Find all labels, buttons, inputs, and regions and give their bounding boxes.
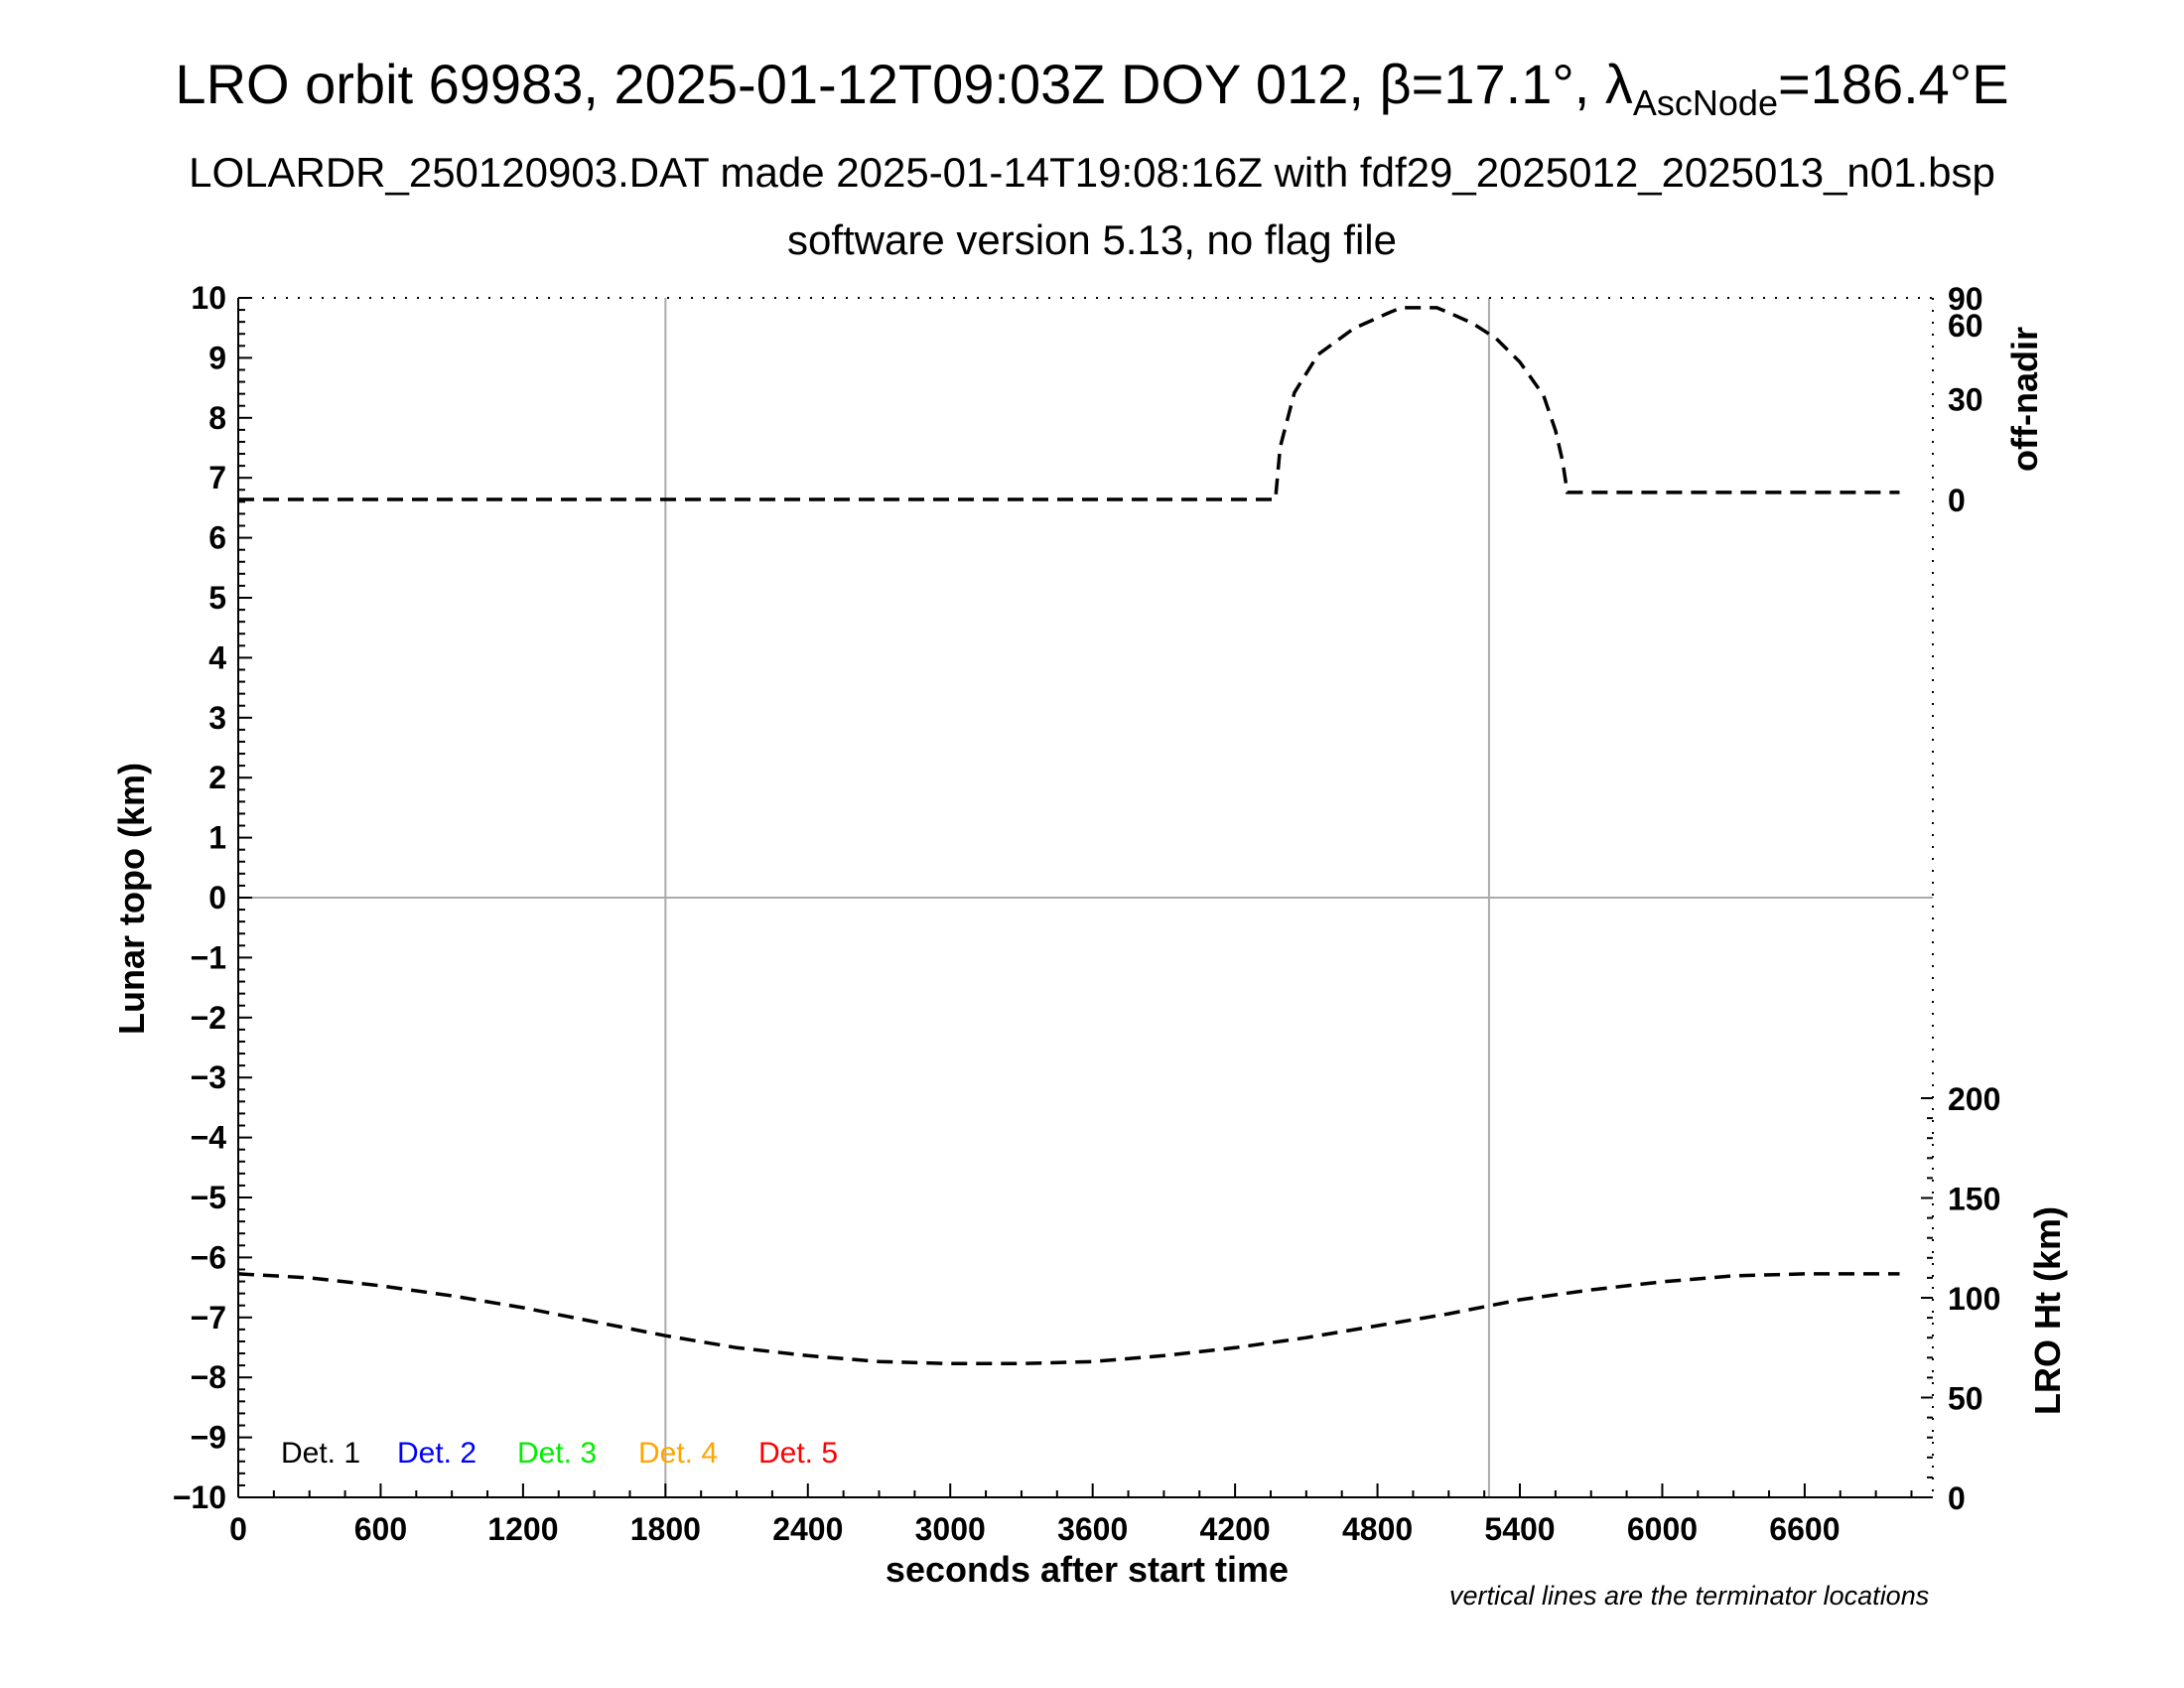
x-tick-label: 3000 <box>915 1511 986 1547</box>
x-tick-label: 6000 <box>1627 1511 1698 1547</box>
y-tick-label-left: −5 <box>191 1180 226 1215</box>
y-tick-label-left: −10 <box>173 1479 226 1515</box>
x-axis-label: seconds after start time <box>886 1549 1289 1590</box>
x-tick-label: 1200 <box>487 1511 558 1547</box>
legend: Det. 1 Det. 2 Det. 3 Det. 4 Det. 5 <box>281 1437 838 1470</box>
series-group <box>237 306 1900 1366</box>
off-nadir-tick-label: 90 <box>1948 281 1983 317</box>
chart-subtitle-file: LOLARDR_250120903.DAT made 2025-01-14T19… <box>189 149 1995 196</box>
x-tick-label: 2400 <box>772 1511 843 1547</box>
x-tick-label: 0 <box>229 1511 247 1547</box>
plot-frame <box>237 297 1934 1498</box>
y-tick-label-left: 8 <box>208 400 226 436</box>
off-nadir-tick-label: 0 <box>1948 483 1966 518</box>
y-tick-label-left: −6 <box>191 1239 226 1275</box>
y-tick-label-left: −7 <box>191 1300 226 1336</box>
axis-ticks <box>237 297 1933 1498</box>
height-tick-label: 100 <box>1948 1281 2000 1317</box>
y-tick-label-left: 2 <box>208 760 226 795</box>
x-tick-label: 3600 <box>1057 1511 1128 1547</box>
off-nadir-series-line <box>238 306 1900 501</box>
off-nadir-tick-label: 60 <box>1948 308 1983 344</box>
chart-title: LRO orbit 69983, 2025-01-12T09:03Z DOY 0… <box>175 53 2009 123</box>
y-tick-label-left: 0 <box>208 880 226 915</box>
chart-subtitle-version: software version 5.13, no flag file <box>786 216 1397 263</box>
y-tick-label-left: 9 <box>208 340 226 375</box>
legend-entry: Det. 5 <box>758 1437 838 1470</box>
legend-entry: Det. 4 <box>638 1437 718 1470</box>
y-tick-label-left: 1 <box>208 820 226 856</box>
x-tick-label: 6600 <box>1769 1511 1840 1547</box>
y-tick-label-left: 5 <box>208 580 226 616</box>
legend-entry: Det. 2 <box>397 1437 477 1470</box>
y-axis-label-left: Lunar topo (km) <box>111 763 152 1035</box>
x-tick-label: 5400 <box>1484 1511 1555 1547</box>
legend-entry: Det. 1 <box>281 1437 360 1470</box>
y-axis-label-lro-height: LRO Ht (km) <box>2027 1206 2068 1415</box>
y-tick-label-left: −8 <box>191 1359 226 1395</box>
x-tick-label: 1800 <box>630 1511 701 1547</box>
y-tick-label-left: 7 <box>208 460 226 495</box>
y-tick-label-left: −2 <box>191 1000 226 1036</box>
lro-height-series-line <box>237 1272 1900 1366</box>
x-tick-label: 4800 <box>1342 1511 1413 1547</box>
height-tick-label: 0 <box>1948 1480 1966 1516</box>
off-nadir-tick-label: 30 <box>1948 382 1983 418</box>
x-tick-label: 4200 <box>1200 1511 1271 1547</box>
y-tick-label-left: −9 <box>191 1420 226 1456</box>
terminator-note: vertical lines are the terminator locati… <box>1449 1581 1930 1611</box>
y-tick-label-left: 6 <box>208 520 226 556</box>
x-tick-label: 600 <box>354 1511 407 1547</box>
height-tick-label: 50 <box>1948 1381 1983 1417</box>
height-tick-label: 200 <box>1948 1081 2000 1117</box>
y-tick-label-left: −3 <box>191 1059 226 1095</box>
y-tick-label-left: 3 <box>208 700 226 736</box>
y-tick-label-left: −4 <box>191 1120 227 1156</box>
y-axis-label-off-nadir: off-nadir <box>2004 327 2045 472</box>
y-tick-label-left: 4 <box>208 639 226 675</box>
tick-labels: 0 600 1200 1800 2400 3000 3600 4200 4800 5400 6000… <box>173 280 2001 1547</box>
legend-entry: Det. 3 <box>517 1437 597 1470</box>
y-tick-label-left: 10 <box>191 280 226 316</box>
height-tick-label: 150 <box>1948 1182 2000 1217</box>
y-tick-label-left: −1 <box>191 939 226 975</box>
